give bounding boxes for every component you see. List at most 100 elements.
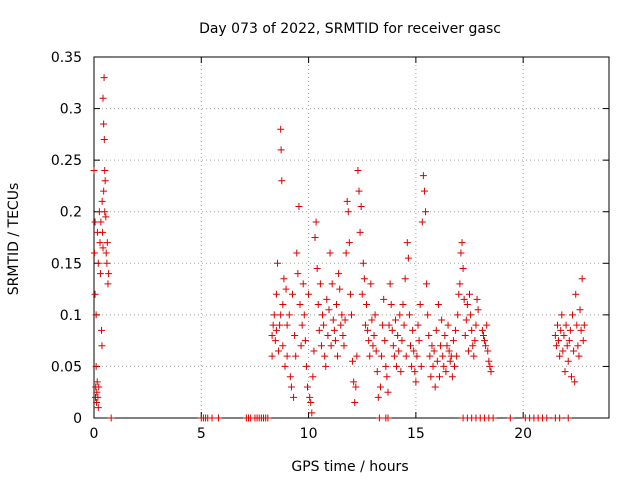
data-point bbox=[442, 368, 450, 376]
data-point bbox=[401, 275, 409, 283]
data-point bbox=[455, 290, 463, 298]
data-point bbox=[410, 347, 418, 355]
data-point bbox=[305, 290, 313, 298]
data-point bbox=[103, 239, 111, 247]
data-point bbox=[560, 331, 568, 339]
data-point bbox=[390, 352, 398, 360]
data-point bbox=[557, 326, 565, 334]
data-point bbox=[451, 362, 458, 370]
data-point bbox=[468, 326, 476, 334]
data-point bbox=[313, 264, 321, 272]
data-point bbox=[413, 352, 421, 360]
data-point bbox=[348, 311, 355, 319]
data-point bbox=[315, 326, 323, 334]
data-point bbox=[467, 311, 475, 319]
data-point bbox=[92, 311, 100, 319]
data-point bbox=[93, 399, 101, 407]
data-point bbox=[280, 275, 288, 283]
data-point bbox=[295, 203, 303, 211]
data-point bbox=[327, 342, 335, 350]
data-point bbox=[360, 275, 368, 283]
data-point bbox=[463, 301, 471, 309]
data-point bbox=[335, 270, 343, 278]
data-point bbox=[403, 239, 411, 247]
data-point bbox=[433, 357, 441, 365]
data-point bbox=[361, 321, 369, 329]
data-point bbox=[396, 311, 404, 319]
data-point bbox=[577, 326, 585, 334]
data-point bbox=[485, 357, 493, 365]
data-point bbox=[270, 311, 278, 319]
data-point bbox=[453, 352, 461, 360]
data-point bbox=[101, 177, 109, 185]
data-point bbox=[378, 352, 386, 360]
data-point bbox=[373, 368, 381, 376]
data-point bbox=[278, 177, 286, 185]
data-point bbox=[486, 362, 494, 370]
data-point bbox=[399, 301, 407, 309]
data-point bbox=[336, 285, 344, 293]
x-axis-label: GPS time / hours bbox=[291, 459, 408, 475]
data-point bbox=[332, 301, 340, 309]
data-point bbox=[102, 249, 110, 257]
data-point bbox=[368, 316, 376, 324]
grid-lines bbox=[94, 57, 609, 418]
y-tick-label: 0.2 bbox=[60, 205, 82, 221]
data-point bbox=[302, 362, 310, 370]
data-point bbox=[366, 352, 374, 360]
data-point bbox=[328, 280, 336, 288]
data-point bbox=[376, 383, 384, 391]
data-point bbox=[350, 378, 358, 386]
data-point bbox=[276, 321, 284, 329]
y-tick-label: 0.1 bbox=[60, 308, 82, 324]
data-point bbox=[462, 316, 470, 324]
data-point bbox=[324, 331, 332, 339]
data-point bbox=[296, 301, 304, 309]
data-point bbox=[277, 146, 285, 154]
data-point bbox=[352, 383, 360, 391]
data-point bbox=[364, 326, 372, 334]
data-point bbox=[356, 228, 364, 236]
data-point bbox=[314, 301, 322, 309]
data-point bbox=[90, 249, 98, 257]
data-point bbox=[472, 321, 480, 329]
data-point bbox=[381, 337, 389, 345]
data-point bbox=[96, 270, 104, 278]
data-point bbox=[407, 342, 415, 350]
data-point bbox=[434, 301, 442, 309]
data-point bbox=[100, 120, 108, 128]
data-point bbox=[423, 280, 431, 288]
data-point bbox=[105, 270, 113, 278]
data-point bbox=[543, 414, 551, 422]
data-point bbox=[300, 311, 308, 319]
data-point bbox=[402, 352, 410, 360]
data-point bbox=[437, 342, 445, 350]
data-point bbox=[579, 337, 587, 345]
data-point bbox=[483, 321, 491, 329]
y-tick-label: 0.35 bbox=[51, 50, 82, 66]
data-point bbox=[304, 383, 312, 391]
data-point bbox=[454, 311, 462, 319]
data-point bbox=[420, 187, 428, 195]
data-point bbox=[95, 383, 103, 391]
data-point bbox=[282, 285, 290, 293]
data-point bbox=[416, 301, 424, 309]
data-point bbox=[94, 404, 102, 412]
data-point bbox=[298, 321, 306, 329]
data-point bbox=[310, 347, 318, 355]
data-point bbox=[357, 203, 365, 211]
data-point bbox=[555, 337, 563, 345]
data-point bbox=[464, 347, 472, 355]
data-point bbox=[372, 347, 380, 355]
data-point bbox=[387, 301, 395, 309]
data-points bbox=[90, 74, 588, 422]
data-point bbox=[287, 383, 295, 391]
data-point bbox=[101, 208, 109, 216]
data-point bbox=[94, 393, 102, 401]
data-point bbox=[414, 321, 422, 329]
data-point bbox=[564, 357, 572, 365]
data-point bbox=[294, 270, 302, 278]
data-point bbox=[448, 373, 456, 381]
data-point bbox=[428, 342, 436, 350]
data-point bbox=[426, 352, 434, 360]
